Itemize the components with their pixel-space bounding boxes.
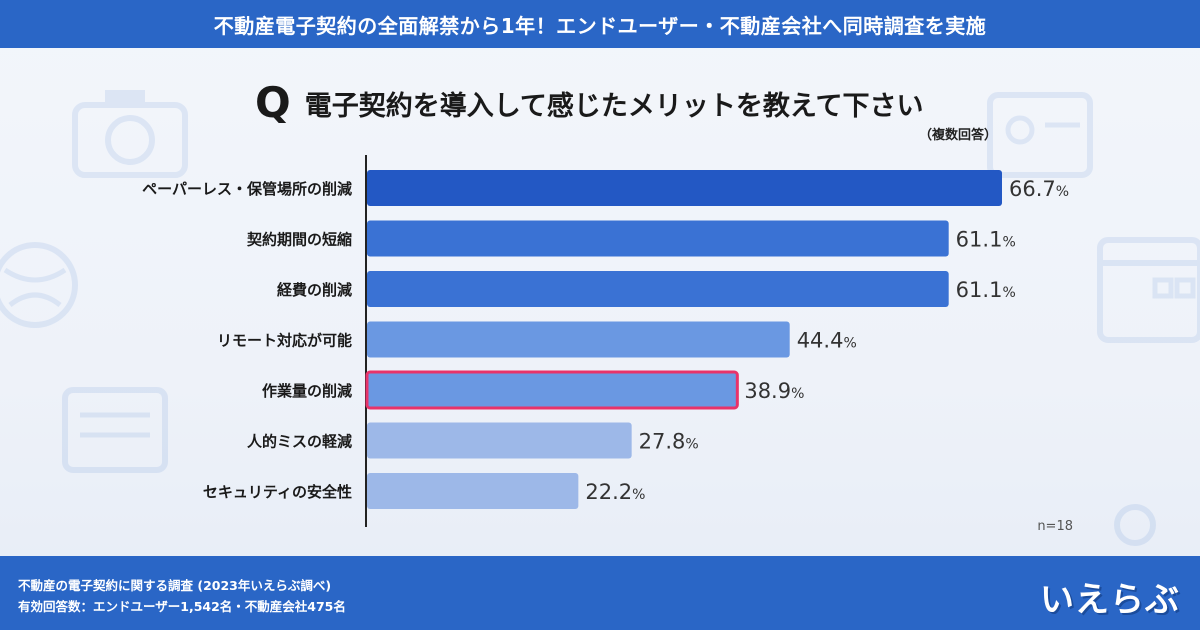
bar (367, 321, 790, 358)
bar (367, 220, 949, 257)
value-label: 22.2% (585, 480, 645, 504)
value-label: 61.1% (956, 228, 1016, 252)
question-heading: Q 電子契約を導入して感じたメリットを教えて下さい (255, 82, 924, 124)
question-text: 電子契約を導入して感じたメリットを教えて下さい (304, 90, 924, 122)
category-label: ペーパーレス・保管場所の削減 (142, 180, 352, 198)
sample-size: n=18 (1037, 519, 1073, 534)
ierabu-logo: いえらぶ (1040, 580, 1180, 620)
bar (367, 473, 579, 509)
category-label: 作業量の削減 (262, 382, 352, 400)
value-label: 38.9% (744, 379, 804, 403)
id-card-icon (987, 92, 1093, 178)
category-label: リモート対応が可能 (217, 332, 352, 350)
question-q-letter: Q (255, 78, 291, 127)
header-banner: 不動産電子契約の全面解禁から1年！エンドユーザー・不動産会社へ同時調査を実施 (0, 0, 1200, 48)
category-label: 経費の削減 (277, 281, 352, 299)
footer-respondents: 有効回答数：エンドユーザー1,542名・不動産会社475名 (18, 599, 346, 614)
value-label: 61.1% (956, 278, 1016, 302)
document-icon (62, 387, 168, 473)
location-pin-icon (1114, 504, 1156, 546)
category-label: セキュリティの安全性 (203, 483, 352, 501)
globe-icon (0, 242, 78, 328)
bar (367, 271, 949, 307)
bar (367, 170, 1002, 206)
bar-highlighted (365, 370, 739, 410)
value-label: 27.8% (639, 430, 699, 454)
value-label: 44.4% (797, 329, 857, 353)
header-title: 不動産電子契約の全面解禁から1年！エンドユーザー・不動産会社へ同時調査を実施 (213, 13, 987, 38)
browser-window-icon (1097, 237, 1200, 343)
value-label: 66.7% (1009, 177, 1069, 201)
bar (367, 422, 632, 459)
category-label: 人的ミスの軽減 (247, 433, 352, 451)
footer-source: 不動産の電子契約に関する調査 (2023年いえらぶ調べ) (18, 578, 332, 593)
category-label: 契約期間の短縮 (246, 231, 352, 249)
multiple-answer-note: （複数回答） (918, 128, 997, 143)
camera-icon (72, 90, 188, 178)
footer: 不動産の電子契約に関する調査 (2023年いえらぶ調べ) 有効回答数：エンドユー… (0, 556, 1200, 630)
